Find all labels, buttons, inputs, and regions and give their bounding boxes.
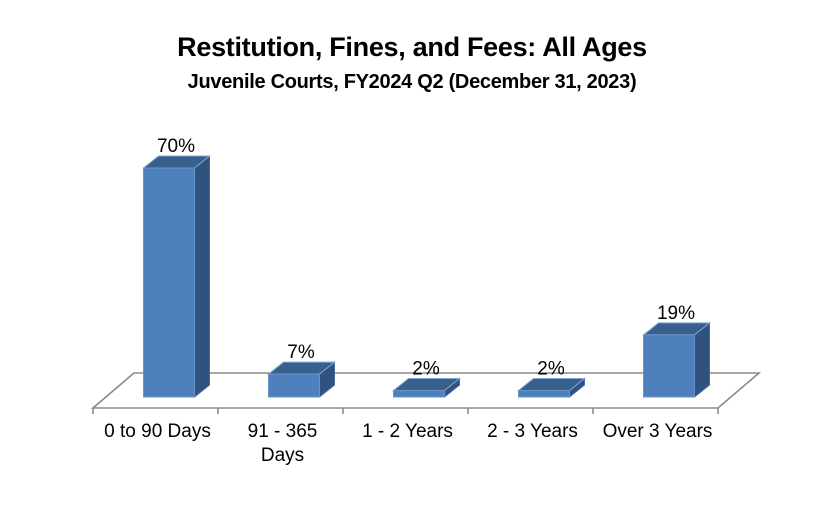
bar xyxy=(268,373,320,398)
bar xyxy=(518,389,570,398)
bar xyxy=(643,334,695,398)
chart-floor xyxy=(90,372,762,409)
bar-value-label: 2% xyxy=(412,358,440,379)
bar-value-label: 7% xyxy=(287,342,315,363)
bar xyxy=(143,167,195,398)
chart-title: Restitution, Fines, and Fees: All Ages xyxy=(177,32,647,62)
chart-subtitle: Juvenile Courts, FY2024 Q2 (December 31,… xyxy=(187,71,637,93)
x-axis-category-label: Over 3 Years xyxy=(603,421,713,442)
x-axis-category-label: 2 - 3 Years xyxy=(487,421,578,442)
bar xyxy=(393,389,445,398)
bar-side-face xyxy=(694,321,710,399)
bar-value-label: 2% xyxy=(537,358,565,379)
bar-side-face xyxy=(194,154,210,399)
bar-value-label: 70% xyxy=(157,136,195,157)
x-axis-category-label: 0 to 90 Days xyxy=(104,421,211,442)
bar-value-label: 19% xyxy=(657,303,695,324)
x-axis-category-label: 91 - 365 Days xyxy=(248,421,318,466)
x-axis-category-label: 1 - 2 Years xyxy=(362,421,453,442)
